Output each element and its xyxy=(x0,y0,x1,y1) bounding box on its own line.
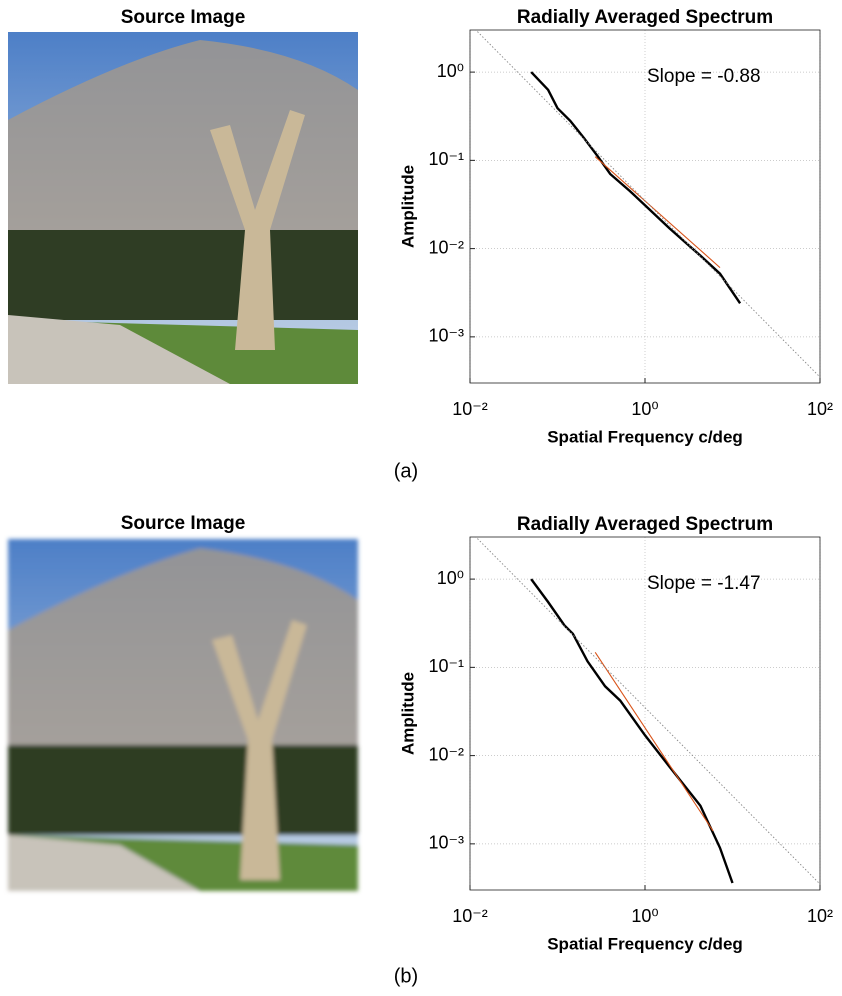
x-axis-label: Spatial Frequency c/deg xyxy=(547,934,743,953)
data-line xyxy=(530,578,734,884)
photo-a xyxy=(8,32,358,384)
data-line xyxy=(530,71,742,304)
y-tick-label: 10⁻¹ xyxy=(428,656,464,676)
chart-title: Radially Averaged Spectrum xyxy=(517,7,773,28)
image-title: Source Image xyxy=(121,7,246,28)
annotation: Slope = -1.47 xyxy=(647,573,761,594)
chart: 10⁻² 10⁰ 10² 10⁻³ 10⁻² 10⁻¹ 10⁰ Radially Averag… xyxy=(398,7,833,446)
data-line xyxy=(475,537,820,885)
chart: 10⁻² 10⁰ 10² 10⁻³ 10⁻² 10⁻¹ 10⁰ Radially Averag… xyxy=(398,514,833,953)
annotation: Slope = -0.88 xyxy=(647,66,761,87)
y-axis-label: Amplitude xyxy=(398,672,417,755)
y-tick-label: 10⁻³ xyxy=(428,833,464,853)
x-tick-label: 10² xyxy=(807,906,833,926)
x-tick-label: 10⁰ xyxy=(631,399,658,419)
panel-label: (b) xyxy=(394,965,418,987)
axes-frame xyxy=(469,536,821,891)
y-axis-label: Amplitude xyxy=(398,165,417,248)
y-tick-label: 10⁻² xyxy=(428,237,464,257)
x-tick-label: 10² xyxy=(807,399,833,419)
photo-b xyxy=(8,539,358,891)
x-tick-label: 10⁻² xyxy=(452,906,488,926)
y-tick-label: 10⁻¹ xyxy=(428,149,464,169)
x-axis-label: Spatial Frequency c/deg xyxy=(547,427,743,446)
data-line xyxy=(475,30,820,378)
axes-frame xyxy=(469,29,821,384)
data-line xyxy=(594,156,721,269)
image-title: Source Image xyxy=(121,513,246,534)
panel-label: (a) xyxy=(394,460,418,482)
y-tick-label: 10⁻² xyxy=(428,744,464,764)
y-tick-label: 10⁻³ xyxy=(428,326,464,346)
y-tick-label: 10⁰ xyxy=(437,568,464,588)
data-line xyxy=(594,651,714,832)
chart-title: Radially Averaged Spectrum xyxy=(517,514,773,535)
x-tick-label: 10⁻² xyxy=(452,399,488,419)
y-tick-label: 10⁰ xyxy=(437,61,464,81)
x-tick-label: 10⁰ xyxy=(631,906,658,926)
